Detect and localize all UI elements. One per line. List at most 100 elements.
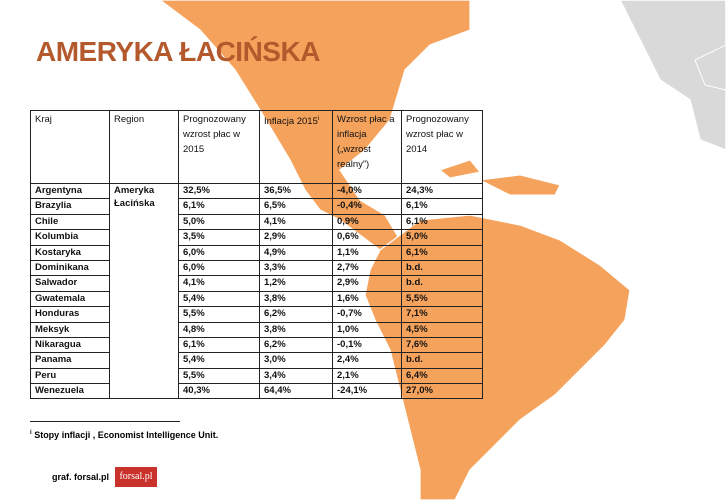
- country-cell: Nikaragua: [30, 336, 110, 354]
- country-cell: Kolumbia: [30, 229, 110, 246]
- value-cell: 2,1%: [332, 367, 402, 385]
- region-cell: Ameryka Łacińska: [109, 182, 179, 400]
- footnote-text: Stopy inflacji , Economist Intelligence …: [34, 430, 219, 440]
- table-row: Peru 5,5% 3,4% 2,1% 6,4%: [30, 367, 483, 385]
- country-cell: Wenezuela: [30, 383, 110, 400]
- value-cell: b.d.: [401, 352, 483, 369]
- table-row: Honduras 5,5% 6,2% -0,7% 7,1%: [30, 306, 483, 323]
- value-cell: 32,5%: [178, 182, 260, 200]
- table-row: Nikaragua 6,1% 6,2% -0,1% 7,6%: [30, 336, 483, 354]
- data-table: Kraj Region Prognozowany wzrost płac w 201…: [30, 110, 483, 400]
- footnote-rule: [30, 421, 180, 422]
- value-cell: 2,4%: [332, 352, 402, 369]
- country-cell: Gwatemala: [30, 290, 110, 308]
- value-cell: 4,1%: [178, 275, 260, 292]
- value-cell: 6,0%: [178, 244, 260, 261]
- column-header: Inflacja 2015i: [259, 110, 333, 184]
- value-cell: -0,7%: [332, 306, 402, 323]
- value-cell: 1,2%: [259, 275, 333, 292]
- table-row: Kolumbia 3,5% 2,9% 0,6% 5,0%: [30, 229, 483, 246]
- country-cell: Chile: [30, 213, 110, 231]
- value-cell: 6,1%: [401, 213, 483, 231]
- header-text: Wzrost płac a inflacja („wzrost realny”): [337, 114, 395, 170]
- header-text: Prognozowany wzrost płac w 2014: [406, 114, 469, 155]
- footnote: i Stopy inflacji , Economist Intelligenc…: [30, 430, 218, 440]
- value-cell: 4,1%: [259, 213, 333, 231]
- value-cell: 7,1%: [401, 306, 483, 323]
- value-cell: 6,2%: [259, 306, 333, 323]
- value-cell: 5,0%: [178, 213, 260, 231]
- table-row: Gwatemala 5,4% 3,8% 1,6% 5,5%: [30, 290, 483, 308]
- value-cell: 3,8%: [259, 290, 333, 308]
- value-cell: 40,3%: [178, 383, 260, 400]
- table-row: Argentyna Ameryka Łacińska 32,5% 36,5% -4,0%…: [30, 182, 483, 400]
- value-cell: 36,5%: [259, 182, 333, 200]
- value-cell: b.d.: [401, 275, 483, 292]
- header-text: Inflacja 2015: [264, 116, 318, 128]
- column-header: Wzrost płac a inflacja („wzrost realny”): [332, 110, 402, 184]
- table-row: Wenezuela 40,3% 64,4% -24,1% 27,0%: [30, 383, 483, 400]
- value-cell: 27,0%: [401, 383, 483, 400]
- title: AMERYKA ŁACIŃSKA: [36, 36, 320, 67]
- value-cell: 6,4%: [401, 367, 483, 385]
- value-cell: 6,0%: [178, 259, 260, 277]
- country-cell: Salwador: [30, 275, 110, 292]
- value-cell: 4,5%: [401, 321, 483, 338]
- country-cell: Dominikana: [30, 259, 110, 277]
- value-cell: 5,5%: [178, 367, 260, 385]
- table-row: Panama 5,4% 3,0% 2,4% b.d.: [30, 352, 483, 369]
- value-cell: 1,6%: [332, 290, 402, 308]
- country-cell: Meksyk: [30, 321, 110, 338]
- value-cell: 6,1%: [401, 244, 483, 261]
- value-cell: 5,5%: [401, 290, 483, 308]
- value-cell: 3,3%: [259, 259, 333, 277]
- table-row: Kostaryka 6,0% 4,9% 1,1% 6,1%: [30, 244, 483, 261]
- country-cell: Peru: [30, 367, 110, 385]
- value-cell: 3,5%: [178, 229, 260, 246]
- value-cell: 3,4%: [259, 367, 333, 385]
- footnote-marker: i: [317, 116, 320, 122]
- country-cell: Argentyna: [30, 182, 110, 200]
- value-cell: -4,0%: [332, 182, 402, 200]
- value-cell: 0,6%: [332, 229, 402, 246]
- table-row: Chile 5,0% 4,1% 0,9% 6,1%: [30, 213, 483, 231]
- value-cell: 5,4%: [178, 352, 260, 369]
- value-cell: -0,1%: [332, 336, 402, 354]
- country-cell: Honduras: [30, 306, 110, 323]
- value-cell: 1,1%: [332, 244, 402, 261]
- value-cell: -0,4%: [332, 198, 402, 215]
- country-cell: Kostaryka: [30, 244, 110, 261]
- header-text: Prognozowany wzrost płac w 2015: [183, 114, 246, 155]
- value-cell: 2,7%: [332, 259, 402, 277]
- value-cell: 6,5%: [259, 198, 333, 215]
- header-row: Kraj Region Prognozowany wzrost płac w 201…: [30, 110, 483, 184]
- value-cell: 24,3%: [401, 182, 483, 200]
- value-cell: 6,1%: [401, 198, 483, 215]
- value-cell: 1,0%: [332, 321, 402, 338]
- column-header: Kraj: [30, 110, 110, 184]
- value-cell: 6,1%: [178, 336, 260, 354]
- table-row: Dominikana 6,0% 3,3% 2,7% b.d.: [30, 259, 483, 277]
- value-cell: 4,9%: [259, 244, 333, 261]
- country-cell: Panama: [30, 352, 110, 369]
- value-cell: 2,9%: [332, 275, 402, 292]
- logo: forsal.pl: [115, 467, 157, 487]
- table-row: Meksyk 4,8% 3,8% 1,0% 4,5%: [30, 321, 483, 338]
- value-cell: 4,8%: [178, 321, 260, 338]
- column-header: Region: [109, 110, 179, 184]
- value-cell: 5,5%: [178, 306, 260, 323]
- value-cell: 2,9%: [259, 229, 333, 246]
- header-text: Kraj: [35, 114, 52, 125]
- table-row: Brazylia 6,1% 6,5% -0,4% 6,1%: [30, 198, 483, 215]
- value-cell: 6,1%: [178, 198, 260, 215]
- column-header: Prognozowany wzrost płac w 2015: [178, 110, 260, 184]
- value-cell: 0,9%: [332, 213, 402, 231]
- credit: graf. forsal.pl: [52, 472, 110, 482]
- column-header: Prognozowany wzrost płac w 2014: [401, 110, 483, 184]
- country-cell: Brazylia: [30, 198, 110, 215]
- value-cell: 3,8%: [259, 321, 333, 338]
- value-cell: b.d.: [401, 259, 483, 277]
- value-cell: 5,0%: [401, 229, 483, 246]
- value-cell: 3,0%: [259, 352, 333, 369]
